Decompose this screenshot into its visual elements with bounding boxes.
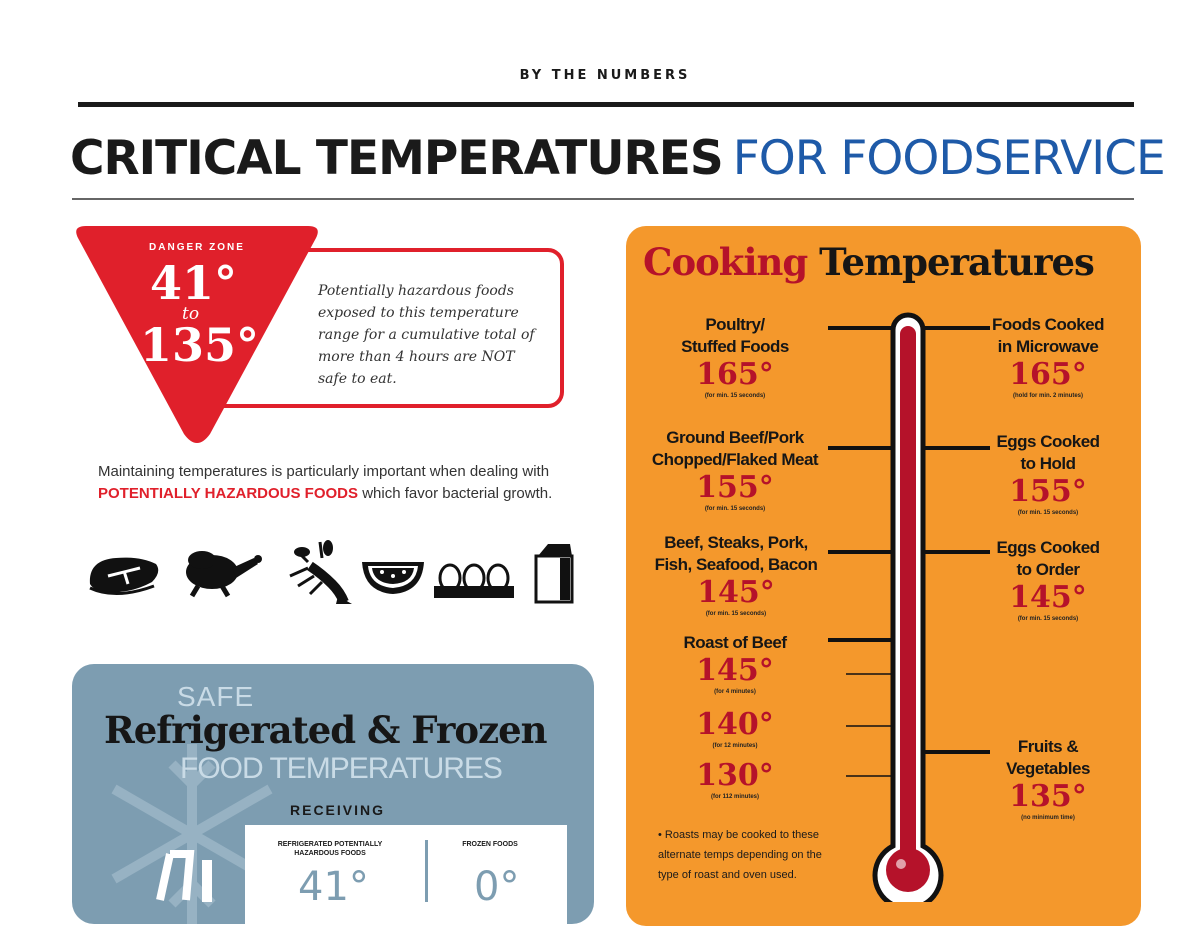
cook-item-temp: 155° <box>1009 474 1087 509</box>
page-title: CRITICAL TEMPERATURES FOR FOODSERVICE <box>70 130 1166 187</box>
cook-item-temp: 135° <box>1009 779 1087 814</box>
danger-zone-description: Potentially hazardous foods exposed to t… <box>318 283 535 387</box>
intro-paragraph: Maintaining temperatures is particularly… <box>98 461 568 505</box>
eggs-icon <box>434 563 514 598</box>
cook-item-right-4: Fruits & Vegetables 135° (no minimum tim… <box>978 736 1118 822</box>
cooking-title: Cooking Temperatures <box>643 240 1095 284</box>
cook-item-left-6: 130° (for 112 minutes) <box>650 759 820 801</box>
intro-highlight: POTENTIALLY HAZARDOUS FOODS <box>98 485 359 502</box>
danger-zone-label: DANGER ZONE <box>149 242 245 253</box>
cook-item-temp: 165° <box>1009 357 1087 392</box>
cook-item-left-5: 140° (for 12 minutes) <box>650 708 820 750</box>
intro-text-before: Maintaining temperatures is particularly… <box>98 463 550 480</box>
title-rule <box>72 198 1134 200</box>
danger-zone-triangle <box>76 226 318 443</box>
cook-item-note: (hold for min. 2 minutes) <box>1013 393 1083 399</box>
cooking-title-a: Cooking <box>643 240 808 284</box>
receiving-divider <box>425 840 428 902</box>
cook-item-temp: 155° <box>696 470 774 505</box>
cook-item-note: (for 112 minutes) <box>710 794 759 800</box>
cook-item-note: (for min. 15 seconds) <box>704 506 766 512</box>
section-kicker: BY THE NUMBERS <box>519 68 691 83</box>
food-icons-row <box>89 540 574 604</box>
cook-item-name: Fruits & Vegetables <box>1006 737 1090 778</box>
cook-item-note: (no minimum time) <box>1021 815 1075 821</box>
cook-item-note: (for min. 15 seconds) <box>1017 510 1079 516</box>
cook-item-left-1: Poultry/ Stuffed Foods 165° (for min. 15… <box>650 314 820 400</box>
cook-item-left-3: Beef, Steaks, Pork, Fish, Seafood, Bacon… <box>644 532 828 618</box>
cooking-panel <box>626 226 1141 926</box>
thermometer-small-icon <box>156 850 212 902</box>
cook-item-name: Eggs Cooked to Hold <box>996 432 1100 473</box>
cooking-title-b: Temperatures <box>819 240 1095 284</box>
danger-zone-low: 41° <box>150 256 238 310</box>
title-accent: FOR FOODSERVICE <box>732 131 1166 186</box>
cook-item-left-4: Roast of Beef 145° (for 4 minutes) <box>650 632 820 696</box>
safe-label: SAFE <box>177 681 255 712</box>
cook-item-note: (for min. 15 seconds) <box>1017 616 1079 622</box>
receiving-heading: RECEIVING <box>290 802 386 818</box>
steak-icon <box>89 557 159 596</box>
cook-item-temp: 145° <box>697 575 775 610</box>
receiving-col2-value: 0° <box>474 864 520 910</box>
cook-item-temp: 145° <box>696 653 774 688</box>
cook-item-temp: 145° <box>1009 580 1087 615</box>
cook-item-note: (for min. 15 seconds) <box>705 611 767 617</box>
title-main: CRITICAL TEMPERATURES <box>70 131 724 186</box>
chicken-icon <box>186 551 262 598</box>
roast-note: • Roasts may be cooked to these alternat… <box>658 829 822 881</box>
cook-item-right-3: Eggs Cooked to Order 145° (for min. 15 s… <box>978 537 1118 623</box>
cook-item-temp: 140° <box>696 707 774 742</box>
thermometer-graphic <box>828 312 990 902</box>
refrigerated-title: Refrigerated & Frozen <box>104 708 548 752</box>
watermelon-icon <box>362 562 424 594</box>
cook-item-note: (for min. 15 seconds) <box>704 393 766 399</box>
cook-item-name: Eggs Cooked to Order <box>996 538 1100 579</box>
cook-item-temp: 130° <box>696 758 774 793</box>
receiving-col1-label: REFRIGERATED POTENTIALLY HAZARDOUS FOODS <box>277 841 383 857</box>
cook-item-name: Beef, Steaks, Pork, Fish, Seafood, Bacon <box>654 533 818 574</box>
cook-item-right-1: Foods Cooked in Microwave 165° (hold for… <box>978 314 1118 400</box>
cook-item-name: Foods Cooked in Microwave <box>991 315 1105 356</box>
receiving-col2-label: FROZEN FOODS <box>462 841 518 848</box>
cook-item-right-2: Eggs Cooked to Hold 155° (for min. 15 se… <box>978 431 1118 517</box>
cook-item-name: Ground Beef/Pork Chopped/Flaked Meat <box>651 428 819 469</box>
refrigerated-subtitle: FOOD TEMPERATURES <box>180 752 503 785</box>
cook-item-note: (for 4 minutes) <box>714 689 756 695</box>
cook-item-temp: 165° <box>696 357 774 392</box>
lobster-icon <box>289 540 352 604</box>
danger-zone-high: 135° <box>140 318 260 372</box>
danger-zone-to: to <box>182 304 200 324</box>
milk-carton-icon <box>534 544 574 604</box>
cook-item-note: (for 12 minutes) <box>712 743 758 749</box>
cook-item-left-2: Ground Beef/Pork Chopped/Flaked Meat 155… <box>640 427 830 513</box>
cook-item-name: Poultry/ Stuffed Foods <box>681 315 789 356</box>
cook-item-name: Roast of Beef <box>683 633 787 652</box>
top-rule <box>78 102 1134 107</box>
receiving-col1-value: 41° <box>298 864 369 910</box>
intro-text-after: which favor bacterial growth. <box>358 485 553 502</box>
